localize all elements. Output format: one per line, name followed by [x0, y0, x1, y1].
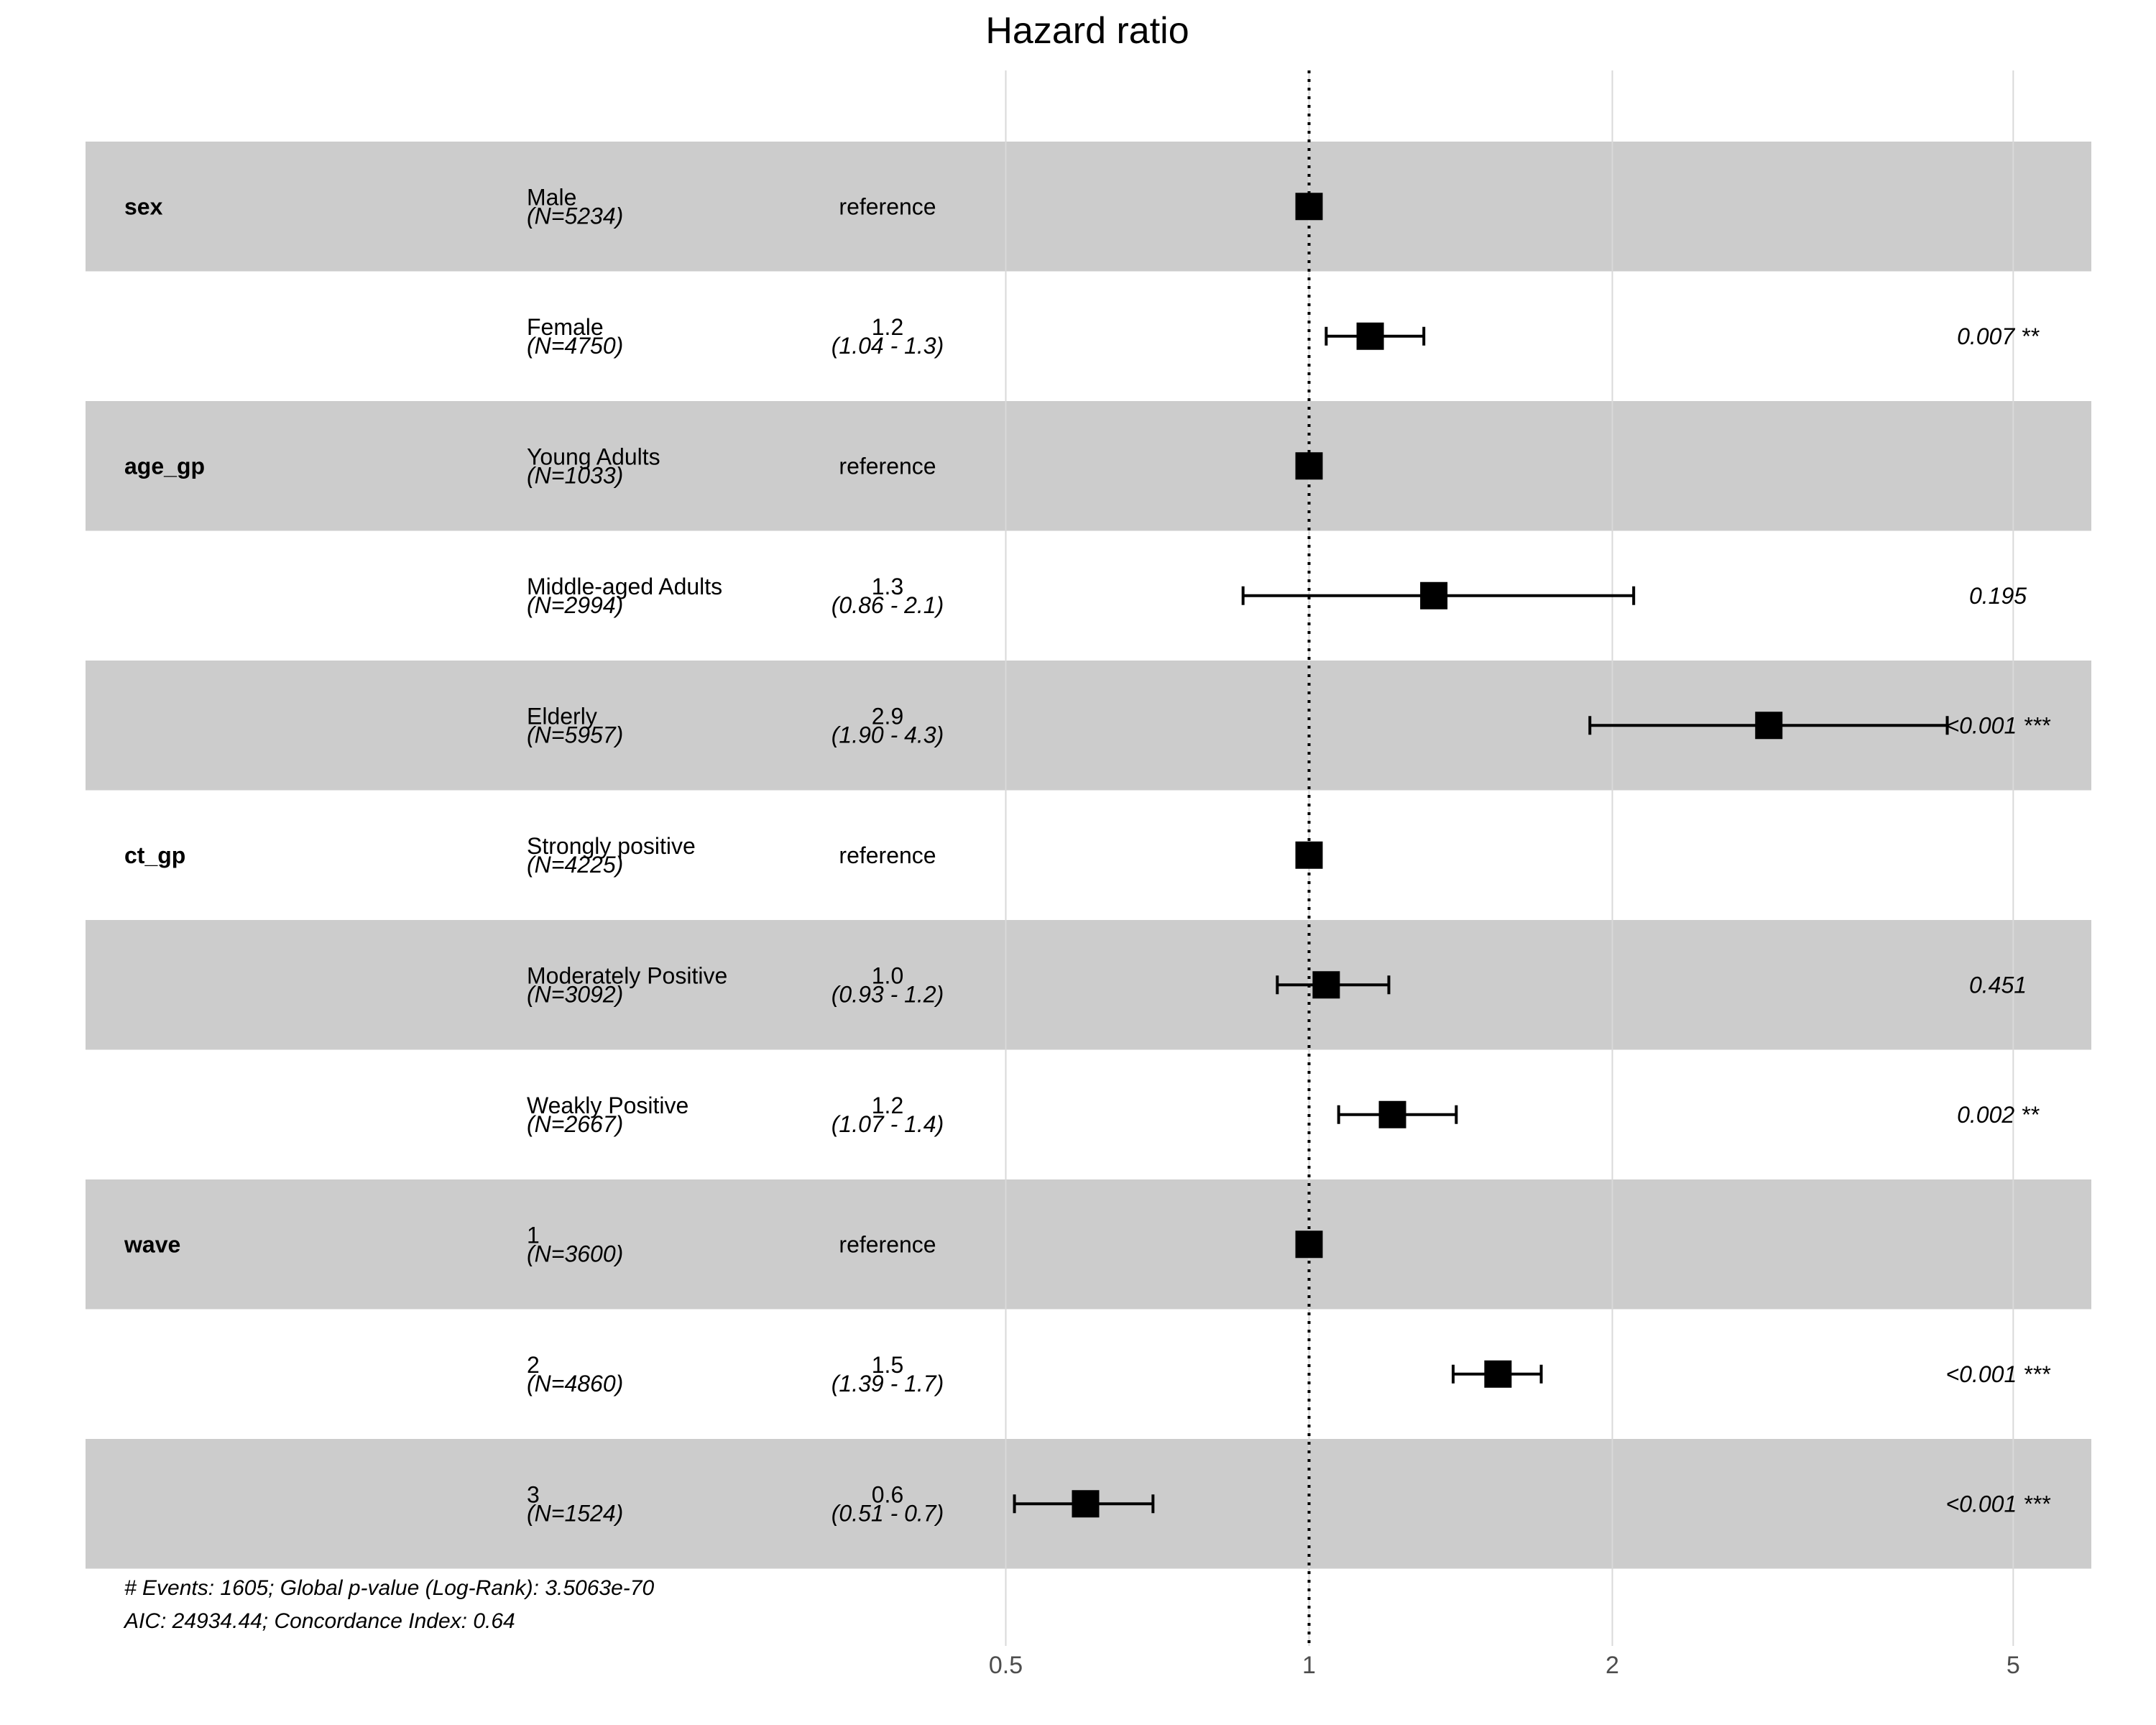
level-label: 1	[527, 1222, 540, 1248]
level-label: Female	[527, 314, 604, 340]
x-tick-label: 0.5	[989, 1652, 1023, 1679]
hr-marker	[1295, 193, 1323, 221]
p-value: 0.002 **	[1957, 1102, 2040, 1128]
hr-marker	[1755, 712, 1783, 740]
hr-reference: reference	[839, 1231, 936, 1257]
p-value: 0.195	[1969, 583, 2027, 609]
level-n: (N=1033)	[527, 462, 623, 488]
x-tick-label: 1	[1302, 1652, 1316, 1679]
level-n: (N=4750)	[527, 333, 623, 359]
hr-ci: (1.07 - 1.4)	[831, 1111, 944, 1137]
hr-ci: (1.04 - 1.3)	[831, 333, 944, 359]
hr-ci: (0.93 - 1.2)	[831, 981, 944, 1007]
hr-reference: reference	[839, 193, 936, 219]
level-n: (N=5957)	[527, 722, 623, 748]
level-label: Male	[527, 184, 576, 210]
level-n: (N=5234)	[527, 203, 623, 229]
variable-label: age_gp	[124, 453, 205, 479]
hr-marker	[1356, 322, 1384, 350]
p-value: <0.001 ***	[1945, 712, 2051, 738]
level-n: (N=3092)	[527, 981, 623, 1007]
level-label: 3	[527, 1481, 540, 1507]
hr-marker	[1484, 1360, 1512, 1388]
level-label: 2	[527, 1352, 540, 1378]
hr-marker	[1420, 581, 1448, 610]
hr-reference: reference	[839, 842, 936, 868]
hr-marker	[1295, 1230, 1323, 1259]
row-bands	[86, 142, 2091, 1569]
level-n: (N=1524)	[527, 1500, 623, 1526]
footnote-events: # Events: 1605; Global p-value (Log-Rank…	[124, 1576, 654, 1600]
hr-estimate: 1.3	[872, 574, 903, 599]
level-n: (N=3600)	[527, 1241, 623, 1266]
hr-ci: (0.86 - 2.1)	[831, 592, 944, 618]
row-band	[86, 1179, 2091, 1310]
p-value: <0.001 ***	[1945, 1491, 2051, 1517]
level-label: Moderately Positive	[527, 962, 727, 988]
row-band	[86, 401, 2091, 531]
hr-estimate: 1.5	[872, 1352, 903, 1378]
variable-label: ct_gp	[124, 842, 185, 868]
level-n: (N=4860)	[527, 1371, 623, 1397]
level-n: (N=2667)	[527, 1111, 623, 1137]
x-tick-label: 2	[1606, 1652, 1619, 1679]
hr-reference: reference	[839, 453, 936, 479]
hr-marker	[1072, 1490, 1100, 1518]
x-axis-ticks: 0.5 1 2 5	[989, 1652, 2020, 1679]
level-label: Strongly positive	[527, 833, 696, 859]
gridlines	[1005, 70, 2014, 1646]
hr-estimate: 1.0	[872, 962, 903, 988]
rows-layer: sex Male(N=5234) reference Female(N=4750) 1.…	[124, 184, 2051, 1526]
level-n: (N=2994)	[527, 592, 623, 618]
hr-ci: (1.90 - 4.3)	[831, 722, 944, 748]
hr-estimate: 1.2	[872, 1092, 903, 1118]
level-label: Middle-aged Adults	[527, 574, 722, 599]
hr-estimate: 1.2	[872, 314, 903, 340]
level-label: Young Adults	[527, 443, 660, 469]
p-value: <0.001 ***	[1945, 1361, 2051, 1387]
row-band	[86, 920, 2091, 1050]
hr-estimate: 0.6	[872, 1481, 903, 1507]
level-n: (N=4225)	[527, 852, 623, 878]
row-band	[86, 142, 2091, 272]
footnote-aic: AIC: 24934.44; Concordance Index: 0.64	[123, 1609, 515, 1633]
p-value: 0.007 **	[1957, 323, 2040, 349]
p-value: 0.451	[1969, 972, 2027, 998]
chart-title: Hazard ratio	[985, 10, 1189, 52]
hr-marker	[1312, 971, 1340, 999]
hr-ci: (1.39 - 1.7)	[831, 1371, 944, 1397]
hr-marker	[1378, 1100, 1406, 1128]
hr-marker	[1295, 452, 1323, 480]
x-tick-label: 5	[2007, 1652, 2020, 1679]
level-label: Weakly Positive	[527, 1092, 688, 1118]
hr-marker	[1295, 841, 1323, 869]
variable-label: wave	[124, 1231, 180, 1257]
hr-estimate: 2.9	[872, 703, 903, 729]
level-label: Elderly	[527, 703, 597, 729]
variable-label: sex	[124, 193, 163, 219]
hr-ci: (0.51 - 0.7)	[831, 1500, 944, 1526]
